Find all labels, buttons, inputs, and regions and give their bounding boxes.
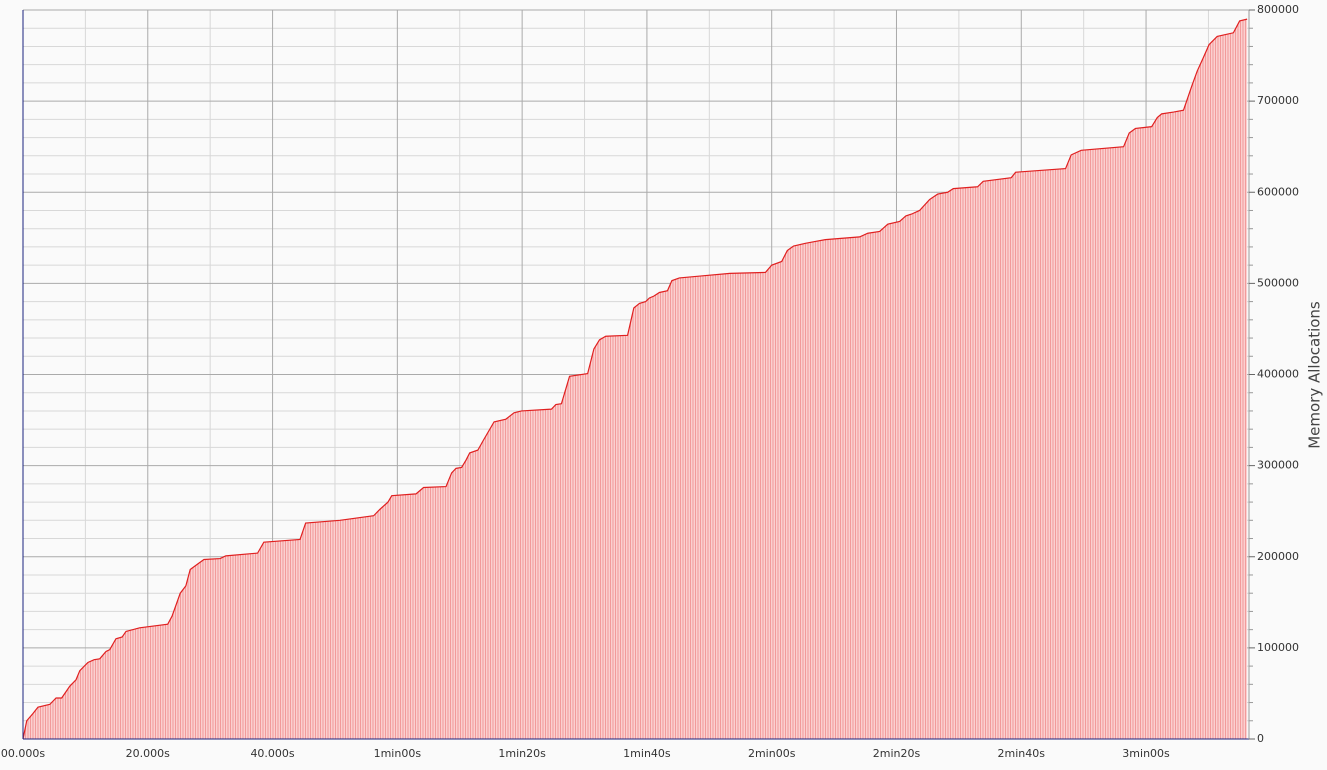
x-tick-label: 2min20s [873, 747, 921, 760]
x-tick-label: 2min00s [748, 747, 796, 760]
y-tick-label: 300000 [1257, 459, 1299, 472]
y-tick-label: 400000 [1257, 368, 1299, 381]
y-tick-label: 700000 [1257, 94, 1299, 107]
x-tick-label: 1min40s [623, 747, 671, 760]
x-tick-label: 00.000s [1, 747, 45, 760]
x-tick-label: 40.000s [250, 747, 294, 760]
area-fill [23, 19, 1248, 740]
x-tick-label: 20.000s [126, 747, 170, 760]
y-tick-label: 0 [1257, 732, 1264, 745]
x-tick-label: 2min40s [998, 747, 1046, 760]
y-tick-label: 100000 [1257, 641, 1299, 654]
y-tick-label: 200000 [1257, 550, 1299, 563]
y-axis-title: Memory Allocations [1306, 301, 1324, 449]
y-tick-label: 600000 [1257, 185, 1299, 198]
y-tick-label: 800000 [1257, 3, 1299, 16]
x-tick-label: 3min00s [1122, 747, 1170, 760]
x-tick-label: 1min00s [374, 747, 422, 760]
area-line [22, 18, 1248, 740]
x-tick-label: 1min20s [498, 747, 546, 760]
y-tick-label: 500000 [1257, 276, 1299, 289]
